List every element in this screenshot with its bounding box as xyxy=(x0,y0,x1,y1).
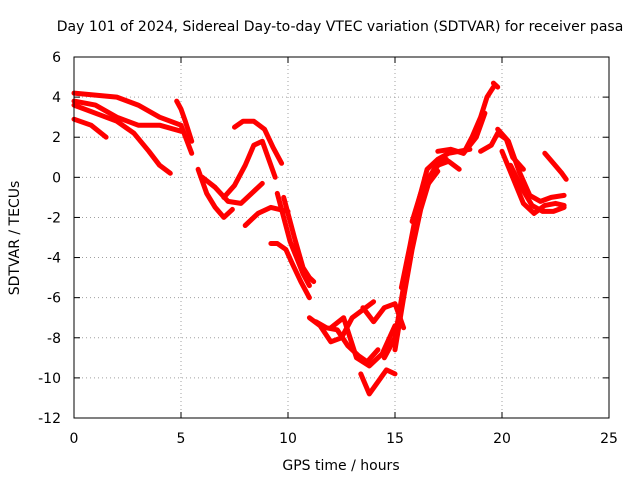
series-track-v xyxy=(409,156,449,224)
grid-lines xyxy=(74,57,609,418)
series-track-a xyxy=(71,90,195,156)
series-track-k xyxy=(268,241,312,301)
x-tick-label: 25 xyxy=(600,431,618,447)
series-track-ad xyxy=(542,150,569,182)
series-track-m xyxy=(274,190,312,289)
x-tick-label: 5 xyxy=(177,431,186,447)
y-tick-label: 0 xyxy=(52,170,61,186)
y-tick-label: 6 xyxy=(52,50,61,66)
series-track-t xyxy=(392,158,462,353)
series-track-h xyxy=(221,138,278,200)
series-track-ac xyxy=(508,162,567,214)
series-track-e xyxy=(174,98,195,144)
y-tick-label: -2 xyxy=(47,210,61,226)
series-track-c xyxy=(71,102,173,176)
y-tick-label: 2 xyxy=(52,130,61,146)
plot-frame xyxy=(73,56,610,419)
y-tick-label: -4 xyxy=(47,251,61,267)
x-tick-label: 15 xyxy=(386,431,404,447)
series-track-f xyxy=(195,166,235,220)
y-tick-label: -6 xyxy=(47,291,61,307)
series-track-d xyxy=(71,116,109,140)
tick-labels: 0 5 10 15 20 25 -12 -10 -8 -6 -4 -2 0 2 4 6 xyxy=(38,50,618,447)
x-tick-label: 20 xyxy=(493,431,511,447)
axis-ticks xyxy=(73,56,610,419)
series-track-p xyxy=(328,315,398,369)
series-track-x xyxy=(461,84,496,156)
y-tick-label: -12 xyxy=(38,411,61,427)
series-track-b xyxy=(71,98,184,134)
y-tick-label: -8 xyxy=(47,331,61,347)
data-series-layer xyxy=(71,80,569,397)
series-track-g xyxy=(199,174,265,206)
y-axis-label: SDTVAR / TECUs xyxy=(7,181,23,296)
series-track-i xyxy=(232,118,285,166)
x-tick-label: 0 xyxy=(70,431,79,447)
chart-title: Day 101 of 2024, Sidereal Day-to-day VTE… xyxy=(57,19,624,35)
series-track-aa xyxy=(495,126,567,204)
y-tick-label: 4 xyxy=(52,90,61,106)
x-axis-label: GPS time / hours xyxy=(282,458,399,474)
series-track-ab xyxy=(499,148,567,216)
series-track-y xyxy=(490,80,501,90)
y-tick-label: -10 xyxy=(38,371,61,387)
series-track-q xyxy=(358,367,398,397)
x-tick-label: 10 xyxy=(279,431,297,447)
